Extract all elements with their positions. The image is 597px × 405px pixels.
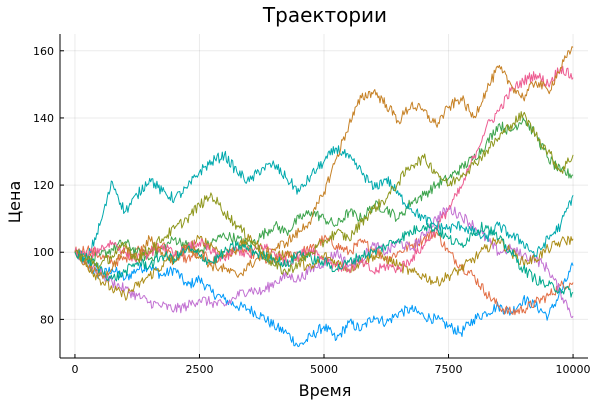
- ticks: 0 2500 5000 7500 10000 80 100 120 140 160: [33, 45, 591, 376]
- series-line-8: [74, 46, 574, 279]
- y-tick-label: 80: [40, 313, 54, 326]
- series-group: [74, 46, 574, 348]
- series-line-3: [74, 117, 574, 267]
- x-tick-label: 7500: [435, 363, 463, 376]
- x-tick-label: 5000: [310, 363, 338, 376]
- series-line-7: [74, 65, 574, 275]
- series-line-1: [74, 250, 574, 348]
- series-line-9: [74, 221, 574, 298]
- y-tick-label: 160: [33, 45, 54, 58]
- x-axis-label: Время: [299, 381, 352, 400]
- x-tick-label: 0: [71, 363, 78, 376]
- y-tick-label: 120: [33, 179, 54, 192]
- x-tick-label: 10000: [556, 363, 591, 376]
- series-line-10: [74, 111, 574, 276]
- x-tick-label: 2500: [185, 363, 213, 376]
- y-axis-label: Цена: [5, 181, 24, 224]
- y-tick-label: 140: [33, 112, 54, 125]
- series-line-5: [74, 233, 574, 301]
- y-tick-label: 100: [33, 246, 54, 259]
- chart-title: Траектории: [262, 3, 387, 27]
- series-line-6: [74, 145, 574, 262]
